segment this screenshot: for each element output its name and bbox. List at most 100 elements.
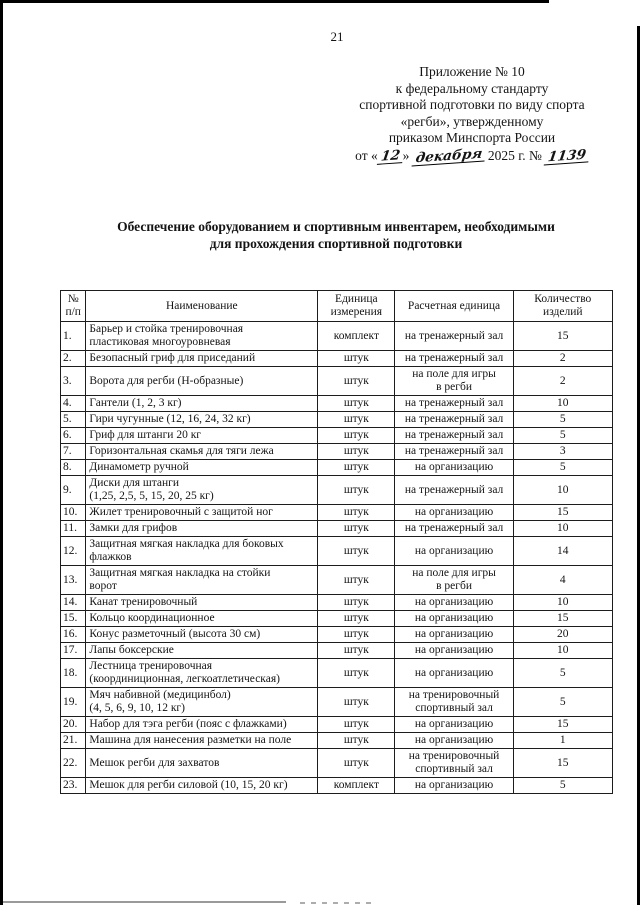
cell-unit: штук xyxy=(317,411,396,428)
table-row: 16. Конус разметочный (высота 30 см) штук н… xyxy=(59,626,614,643)
cell-quantity: 5 xyxy=(512,687,614,717)
table-row: 20. Набор для тэга регби (пояс с флажками… xyxy=(59,716,614,733)
cell-quantity: 10 xyxy=(512,642,614,659)
cell-row-number: 6. xyxy=(59,427,87,444)
bottom-scan-smudge xyxy=(3,901,286,903)
bottom-scan-dashes xyxy=(300,902,372,904)
cell-item-name: Машина для нанесения разметки на поле xyxy=(85,732,319,749)
table-row: 13. Защитная мягкая накладка на стойки во… xyxy=(59,565,614,595)
cell-item-name: Динамометр ручной xyxy=(85,459,319,476)
cell-calc-unit: на тренажерный зал xyxy=(394,520,514,537)
cell-item-name: Жилет тренировочный с защитой ног xyxy=(85,504,319,521)
cell-quantity: 5 xyxy=(512,411,614,428)
table-row: 14. Канат тренировочный штук на организацию… xyxy=(59,594,614,611)
cell-unit: штук xyxy=(317,395,396,412)
cell-unit: штук xyxy=(317,427,396,444)
cell-item-name: Лапы боксерские xyxy=(85,642,319,659)
cell-quantity: 15 xyxy=(512,610,614,627)
cell-row-number: 7. xyxy=(59,443,87,460)
appendix-line: приказом Минспорта России xyxy=(388,130,556,145)
cell-item-name: Ворота для регби (Н-образные) xyxy=(85,366,319,396)
appendix-line: Приложение № 10 xyxy=(419,64,525,79)
cell-row-number: 13. xyxy=(59,565,87,595)
cell-item-name: Горизонтальная скамья для тяги лежа xyxy=(85,443,319,460)
table-row: 6. Гриф для штанги 20 кг штук на тренажерны… xyxy=(59,427,614,444)
cell-unit: штук xyxy=(317,350,396,367)
cell-quantity: 15 xyxy=(512,504,614,521)
header-calc-unit: Расчетная единица xyxy=(394,290,514,322)
cell-calc-unit: на организацию xyxy=(394,642,514,659)
appendix-line: к федеральному стандарту xyxy=(395,80,549,96)
cell-calc-unit: на поле для игры в регби xyxy=(394,565,514,595)
cell-unit: штук xyxy=(317,687,396,717)
scan-edge-left xyxy=(0,0,3,905)
cell-row-number: 21. xyxy=(59,732,87,749)
cell-unit: штук xyxy=(317,504,396,521)
cell-quantity: 5 xyxy=(512,658,614,688)
cell-calc-unit: на поле для игры в регби xyxy=(394,366,514,396)
equipment-table-header: № п/п Наименование Единица измерения Рас… xyxy=(59,290,614,322)
cell-unit: штук xyxy=(317,475,396,505)
scan-edge-right xyxy=(637,26,640,905)
cell-calc-unit: на тренажерный зал xyxy=(394,443,514,460)
page-number: 21 xyxy=(330,29,344,44)
cell-row-number: 18. xyxy=(59,658,87,688)
cell-unit: штук xyxy=(317,642,396,659)
cell-row-number: 14. xyxy=(59,594,87,611)
table-row: 4. Гантели (1, 2, 3 кг) штук на тренажерный… xyxy=(59,395,614,412)
handwritten-day: 12 xyxy=(376,147,404,165)
scan-edge-top xyxy=(0,0,549,3)
cell-quantity: 5 xyxy=(512,459,614,476)
cell-calc-unit: на организацию xyxy=(394,536,514,566)
cell-unit: штук xyxy=(317,658,396,688)
cell-calc-unit: на тренировочный спортивный зал xyxy=(394,687,514,717)
cell-item-name: Мешок для регби силовой (10, 15, 20 кг) xyxy=(85,777,319,794)
cell-item-name: Лестница тренировочная (координиционная,… xyxy=(85,658,319,688)
cell-quantity: 5 xyxy=(512,777,614,794)
cell-row-number: 1. xyxy=(59,321,87,351)
cell-quantity: 5 xyxy=(512,427,614,444)
cell-row-number: 15. xyxy=(59,610,87,627)
table-row: 2. Безопасный гриф для приседаний штук на т… xyxy=(59,350,614,367)
cell-calc-unit: на тренировочный спортивный зал xyxy=(394,748,514,778)
cell-unit: штук xyxy=(317,443,396,460)
appendix-block: Приложение № 10 к федеральному стандарту… xyxy=(316,64,628,166)
cell-calc-unit: на организацию xyxy=(394,459,514,476)
table-row: 11. Замки для грифов штук на тренажерный за… xyxy=(59,520,614,537)
cell-unit: штук xyxy=(317,459,396,476)
cell-row-number: 10. xyxy=(59,504,87,521)
document-title: Обеспечение оборудованием и спортивным и… xyxy=(117,219,555,251)
equipment-table: № п/п Наименование Единица измерения Рас… xyxy=(59,290,614,794)
cell-item-name: Диски для штанги (1,25, 2,5, 5, 15, 20, … xyxy=(85,475,319,505)
cell-item-name: Кольцо координационное xyxy=(85,610,319,627)
cell-calc-unit: на организацию xyxy=(394,610,514,627)
cell-quantity: 3 xyxy=(512,443,614,460)
cell-unit: штук xyxy=(317,748,396,778)
cell-calc-unit: на тренажерный зал xyxy=(394,411,514,428)
cell-quantity: 10 xyxy=(512,594,614,611)
cell-item-name: Защитная мягкая накладка для боковых фла… xyxy=(85,536,319,566)
cell-quantity: 10 xyxy=(512,520,614,537)
cell-unit: штук xyxy=(317,594,396,611)
cell-row-number: 8. xyxy=(59,459,87,476)
cell-quantity: 10 xyxy=(512,475,614,505)
header-row: № п/п Наименование Единица измерения Рас… xyxy=(59,290,614,322)
cell-row-number: 5. xyxy=(59,411,87,428)
cell-item-name: Гири чугунные (12, 16, 24, 32 кг) xyxy=(85,411,319,428)
cell-unit: комплект xyxy=(317,321,396,351)
cell-calc-unit: на организацию xyxy=(394,658,514,688)
header-name: Наименование xyxy=(85,290,319,322)
cell-calc-unit: на тренажерный зал xyxy=(394,475,514,505)
cell-quantity: 1 xyxy=(512,732,614,749)
cell-quantity: 20 xyxy=(512,626,614,643)
cell-unit: штук xyxy=(317,610,396,627)
table-row: 23. Мешок для регби силовой (10, 15, 20 к… xyxy=(59,777,614,794)
cell-row-number: 17. xyxy=(59,642,87,659)
cell-item-name: Защитная мягкая накладка на стойки ворот xyxy=(85,565,319,595)
table-row: 17. Лапы боксерские штук на организацию 10 xyxy=(59,642,614,659)
cell-calc-unit: на организацию xyxy=(394,594,514,611)
cell-row-number: 16. xyxy=(59,626,87,643)
cell-quantity: 4 xyxy=(512,565,614,595)
cell-item-name: Безопасный гриф для приседаний xyxy=(85,350,319,367)
appendix-line: «регби», утвержденному xyxy=(400,113,544,129)
